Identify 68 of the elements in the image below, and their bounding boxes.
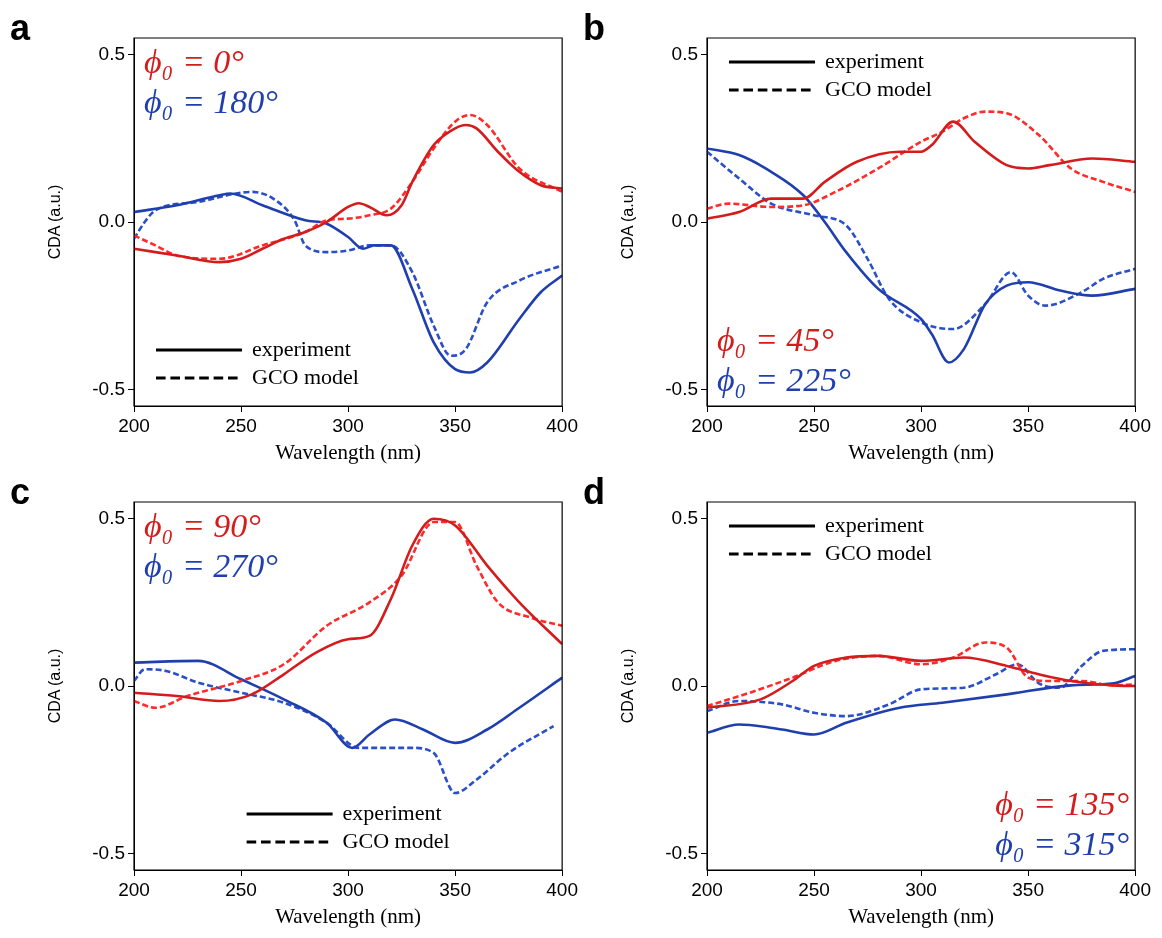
annotation: GCO model — [252, 363, 359, 389]
x-tick-label: 350 — [439, 878, 471, 900]
line-series — [707, 147, 1136, 364]
annotation: GCO model — [825, 75, 932, 101]
y-tick-label: 0.5 — [671, 42, 698, 64]
x-tick-label: 300 — [332, 878, 364, 900]
x-tick-label: 350 — [439, 414, 471, 436]
y-tick-label: -0.5 — [665, 841, 698, 863]
chart-title: a — [10, 6, 31, 48]
text: ϕ₀ = 45° — [717, 320, 835, 358]
y-tick-label: 0.0 — [98, 674, 125, 696]
line-series — [707, 120, 1136, 220]
chart-title: d — [583, 470, 605, 512]
text: ϕ₀ = 0° — [144, 42, 245, 80]
x-tick-label: 200 — [118, 414, 150, 436]
x-axis-title: Wavelength (nm) — [275, 439, 421, 464]
y-axis-title: CDA (a.u.) — [46, 184, 64, 260]
x-tick-label: 400 — [546, 414, 578, 436]
text: ϕ₀ = 90° — [144, 506, 262, 544]
annotation: experiment — [252, 335, 351, 361]
x-tick-label: 200 — [118, 878, 150, 900]
x-tick-label: 350 — [1012, 878, 1044, 900]
x-axis-title: Wavelength (nm) — [848, 903, 994, 928]
x-tick-label: 300 — [332, 414, 364, 436]
x-tick-label: 400 — [546, 878, 578, 900]
x-tick-label: 250 — [798, 878, 830, 900]
y-tick-label: 0.0 — [671, 674, 698, 696]
line-series — [707, 674, 1136, 736]
text: ϕ₀ = 315° — [995, 824, 1130, 862]
annotation: experiment — [825, 47, 924, 73]
y-tick-label: -0.5 — [665, 377, 698, 399]
y-tick-label: -0.5 — [92, 377, 125, 399]
annotation: experiment — [825, 511, 924, 537]
line-series — [707, 647, 1136, 718]
chart-title: c — [10, 470, 31, 512]
x-tick-label: 300 — [905, 878, 937, 900]
text: ϕ₀ = 135° — [995, 784, 1130, 822]
x-tick-label: 300 — [905, 414, 937, 436]
x-tick-label: 250 — [225, 414, 257, 436]
text: ϕ₀ = 225° — [717, 360, 852, 398]
annotation: experiment — [342, 799, 442, 825]
x-tick-label: 400 — [1119, 414, 1151, 436]
x-tick-label: 250 — [225, 878, 257, 900]
x-axis-title: Wavelength (nm) — [275, 903, 421, 928]
x-tick-label: 350 — [1012, 414, 1044, 436]
annotation: GCO model — [342, 827, 450, 853]
x-tick-label: 400 — [1119, 878, 1151, 900]
y-axis-title: CDA (a.u.) — [619, 648, 637, 724]
annotation: GCO model — [825, 539, 932, 565]
line-series — [134, 659, 563, 750]
y-tick-label: 0.0 — [671, 210, 698, 232]
y-axis-title: CDA (a.u.) — [619, 184, 637, 260]
line-series — [707, 110, 1136, 210]
y-tick-label: 0.5 — [98, 42, 125, 64]
text: ϕ₀ = 270° — [144, 546, 279, 584]
x-tick-label: 200 — [691, 878, 723, 900]
chart-title: b — [583, 6, 605, 48]
x-tick-label: 250 — [798, 414, 830, 436]
y-axis-title: CDA (a.u.) — [46, 648, 64, 724]
y-tick-label: -0.5 — [92, 841, 125, 863]
line-series — [707, 654, 1136, 710]
y-tick-label: 0.5 — [98, 506, 125, 528]
x-axis-title: Wavelength (nm) — [848, 439, 994, 464]
line-series — [134, 667, 555, 795]
x-tick-label: 200 — [691, 414, 723, 436]
text: ϕ₀ = 180° — [144, 82, 279, 120]
y-tick-label: 0.0 — [98, 210, 125, 232]
y-tick-label: 0.5 — [671, 506, 698, 528]
